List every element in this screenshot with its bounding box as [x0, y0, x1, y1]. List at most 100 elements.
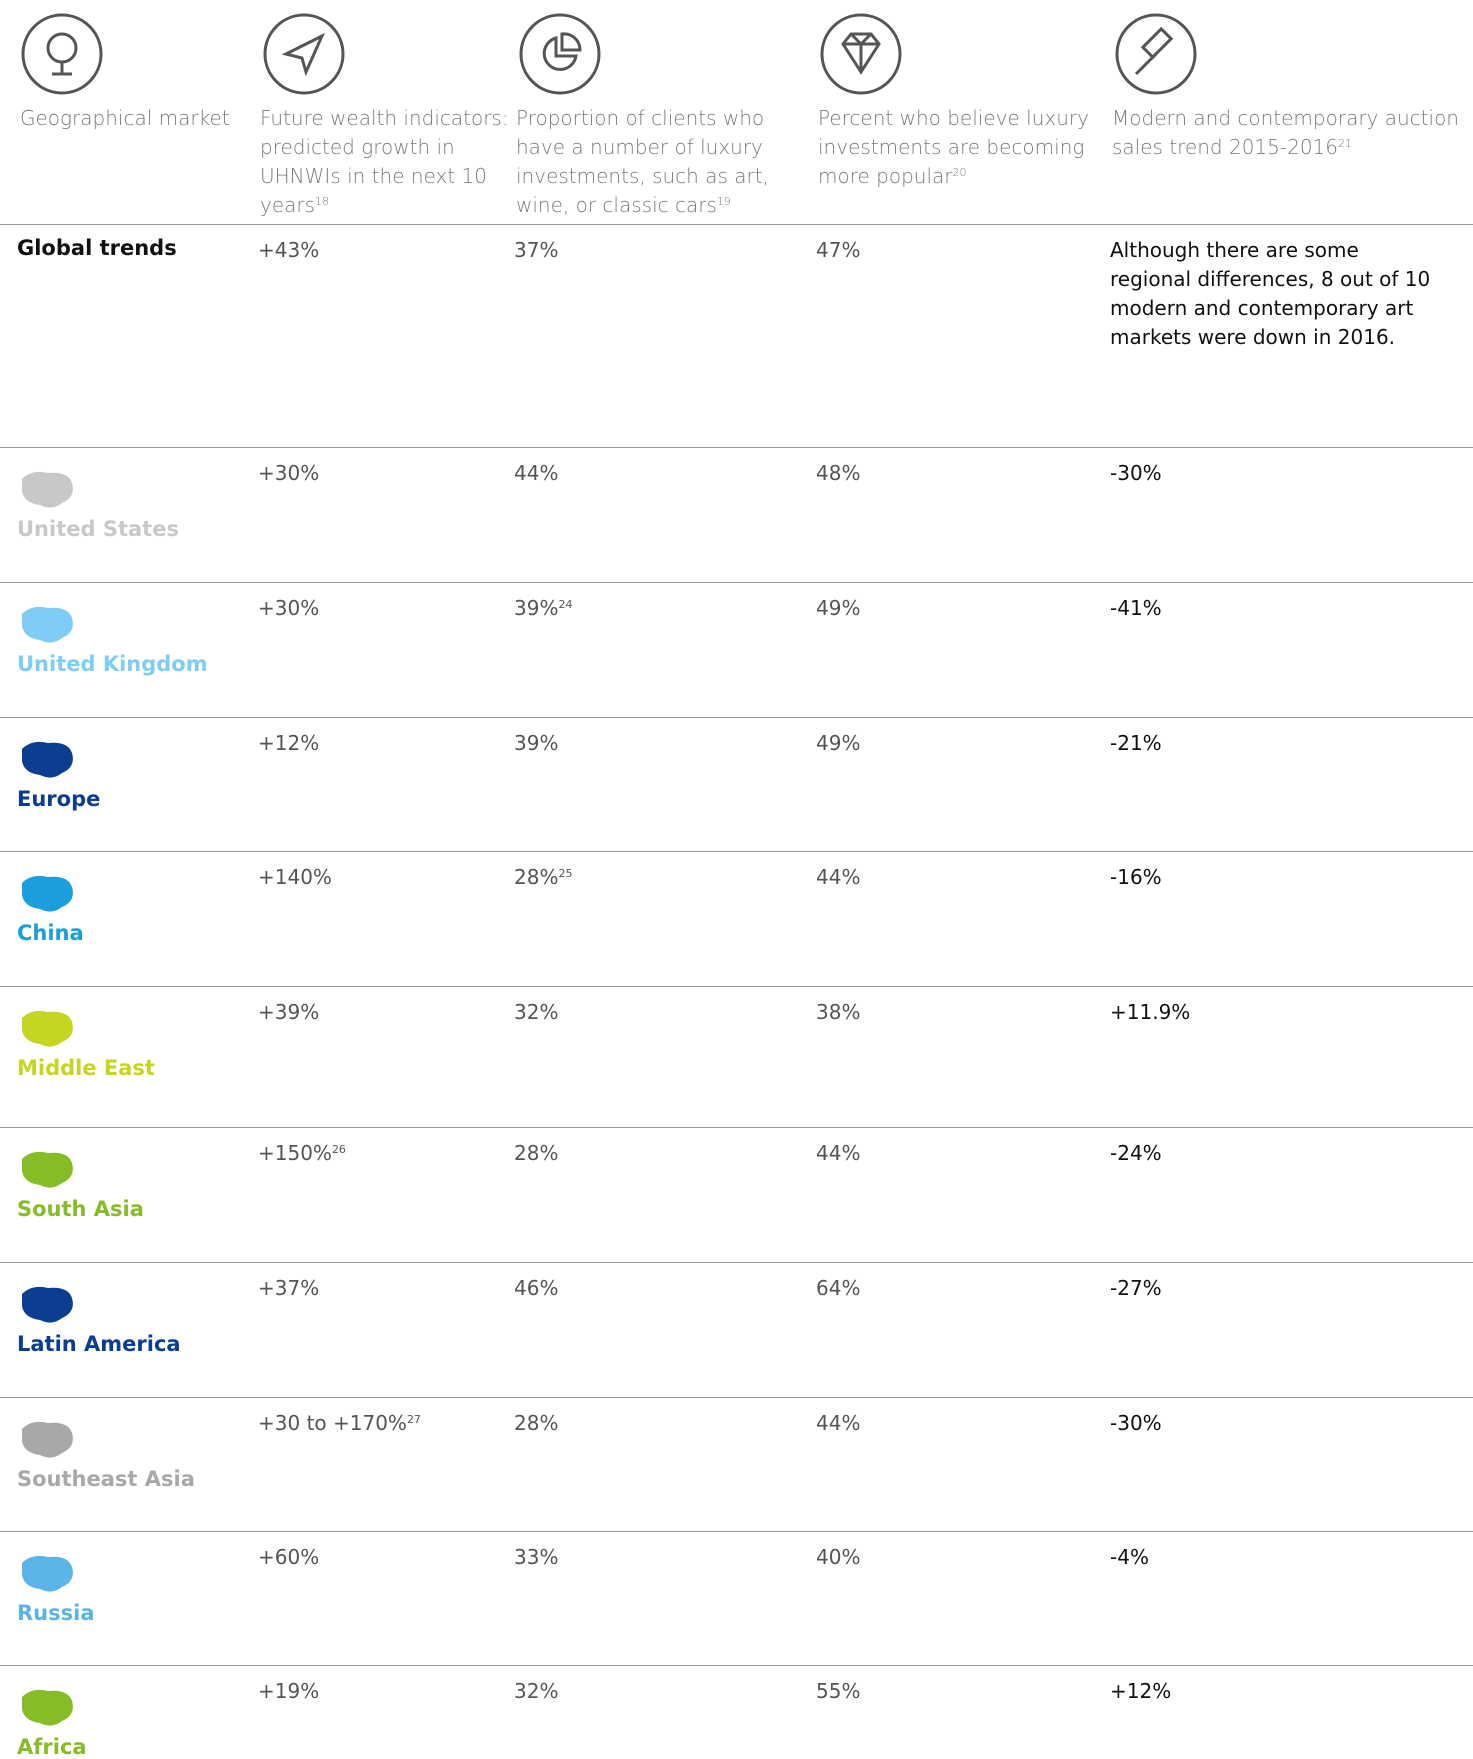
- cell: -16%: [1110, 863, 1440, 892]
- cell: +30 to +170%27: [258, 1409, 508, 1438]
- cell: 39%: [514, 729, 804, 758]
- cell: -4%: [1110, 1543, 1440, 1572]
- cell: 28%25: [514, 863, 804, 892]
- cell: 49%: [816, 594, 1106, 623]
- text: +19%: [258, 1679, 320, 1703]
- cell: 44%: [514, 459, 804, 488]
- row-divider: [0, 582, 1473, 583]
- region-name: Africa: [17, 1735, 87, 1759]
- text: 48%: [816, 461, 861, 485]
- column-header: Percent who believe luxury investments a…: [818, 104, 1108, 191]
- cell: +37%: [258, 1274, 508, 1303]
- cell: -24%: [1110, 1139, 1440, 1168]
- text: 38%: [816, 1000, 861, 1024]
- footnote-ref: 18: [315, 195, 330, 208]
- cell: 49%: [816, 729, 1106, 758]
- region-name: China: [17, 921, 84, 945]
- cell: +39%: [258, 998, 508, 1027]
- cell: 46%: [514, 1274, 804, 1303]
- text: 46%: [514, 1276, 559, 1300]
- cell: -27%: [1110, 1274, 1440, 1303]
- text: +11.9%: [1110, 1000, 1191, 1024]
- cell: 28%: [514, 1139, 804, 1168]
- footnote-ref: 24: [558, 598, 573, 611]
- text: 37%: [514, 238, 559, 262]
- text: +30%: [258, 461, 320, 485]
- row-divider: [0, 1127, 1473, 1128]
- text: +60%: [258, 1545, 320, 1569]
- cell: 44%: [816, 863, 1106, 892]
- text: Modern and contemporary auction sales tr…: [1112, 106, 1459, 159]
- row-divider: [0, 224, 1473, 225]
- column-header: Geographical market: [20, 104, 240, 133]
- text: -4%: [1110, 1545, 1149, 1569]
- text: +30%: [258, 596, 320, 620]
- row-divider: [0, 1397, 1473, 1398]
- row-divider: [0, 1262, 1473, 1263]
- text: 32%: [514, 1679, 559, 1703]
- text: Future wealth indicators: predicted grow…: [260, 106, 509, 217]
- text: +140%: [258, 865, 332, 889]
- cell: 32%: [514, 998, 804, 1027]
- cell: 55%: [816, 1677, 1106, 1706]
- text: 39%: [514, 731, 559, 755]
- region-map: [22, 606, 73, 643]
- text: 28%: [514, 865, 559, 889]
- row-divider: [0, 986, 1473, 987]
- footnote-ref: 19: [716, 195, 731, 208]
- text: 39%: [514, 596, 559, 620]
- text: 49%: [816, 731, 861, 755]
- row-divider: [0, 717, 1473, 718]
- region-map: [22, 1555, 73, 1592]
- region-name: Global trends: [17, 236, 177, 260]
- cell: 33%: [514, 1543, 804, 1572]
- cell: -30%: [1110, 459, 1440, 488]
- text: 64%: [816, 1276, 861, 1300]
- cell: +150%26: [258, 1139, 508, 1168]
- region-name: Southeast Asia: [17, 1467, 195, 1491]
- cell: 48%: [816, 459, 1106, 488]
- cell: +19%: [258, 1677, 508, 1706]
- text: 47%: [816, 238, 861, 262]
- region-map: [22, 1286, 73, 1323]
- region-name: Europe: [17, 787, 101, 811]
- region-map: [22, 741, 73, 778]
- cell: 39%24: [514, 594, 804, 623]
- text: +43%: [258, 238, 320, 262]
- text: Geographical market: [20, 106, 230, 130]
- region-name: United Kingdom: [17, 652, 208, 676]
- text: +150%: [258, 1141, 332, 1165]
- column-header: Proportion of clients who have a number …: [516, 104, 806, 220]
- footnote-ref: 25: [558, 867, 573, 880]
- cell: 38%: [816, 998, 1106, 1027]
- cell: 40%: [816, 1543, 1106, 1572]
- region-map: [22, 1421, 73, 1458]
- text: Although there are some regional differe…: [1110, 238, 1431, 349]
- text: 33%: [514, 1545, 559, 1569]
- cell: +30%: [258, 459, 508, 488]
- cell: 28%: [514, 1409, 804, 1438]
- text: 44%: [514, 461, 559, 485]
- text: -41%: [1110, 596, 1162, 620]
- region-name: Russia: [17, 1601, 95, 1625]
- text: +12%: [258, 731, 320, 755]
- row-divider: [0, 1531, 1473, 1532]
- text: -30%: [1110, 461, 1162, 485]
- row-divider: [0, 1665, 1473, 1666]
- text: 44%: [816, 1411, 861, 1435]
- cell: +60%: [258, 1543, 508, 1572]
- cell: +30%: [258, 594, 508, 623]
- cell: +43%: [258, 236, 508, 265]
- region-map: [22, 875, 73, 912]
- text: +30 to +170%: [258, 1411, 407, 1435]
- row-divider: [0, 851, 1473, 852]
- region-map: [22, 1151, 73, 1188]
- cell: 64%: [816, 1274, 1106, 1303]
- row-divider: [0, 447, 1473, 448]
- text: -16%: [1110, 865, 1162, 889]
- cell: Although there are some regional differe…: [1110, 236, 1440, 352]
- cell: 47%: [816, 236, 1106, 265]
- text: -24%: [1110, 1141, 1162, 1165]
- region-map: [22, 1689, 73, 1726]
- cell: -30%: [1110, 1409, 1440, 1438]
